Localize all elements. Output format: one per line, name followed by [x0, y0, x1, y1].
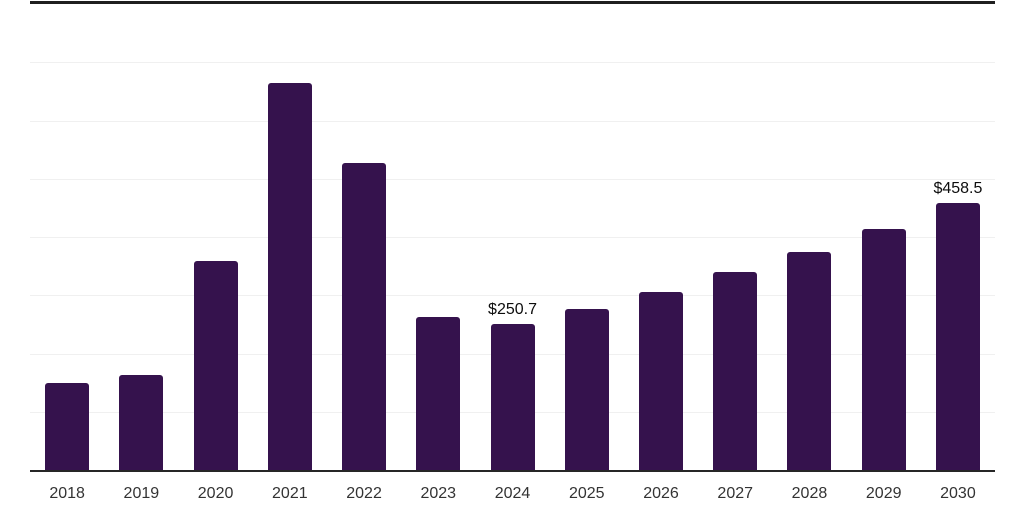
gridline-700: [30, 62, 995, 64]
bar-2021: [267, 82, 312, 470]
bar-2025: [564, 309, 609, 470]
x-tick-label-2029: 2029: [865, 485, 902, 502]
x-tick-label-2025: 2025: [568, 485, 605, 502]
x-tick-label-2020: 2020: [197, 485, 234, 502]
bar-2023: [416, 316, 461, 470]
bar-2030: [935, 202, 980, 470]
gridline-500: [30, 178, 995, 180]
bar-2026: [638, 291, 683, 470]
value-label-2024: $250.7: [488, 300, 537, 318]
gridline-600: [30, 120, 995, 122]
x-tick-label-2018: 2018: [49, 485, 85, 502]
plot-area: $250.7 $458.5: [30, 1, 995, 472]
bar-2019: [119, 375, 164, 470]
bar-slot-2020: [178, 4, 252, 470]
bar-2028: [787, 251, 832, 470]
x-tick-label-2022: 2022: [346, 485, 382, 502]
bar-2018: [45, 382, 90, 470]
bar-slot-2026: [624, 4, 698, 470]
x-tick-label-2028: 2028: [791, 485, 828, 502]
gridline-400: [30, 237, 995, 238]
bar-slot-2025: [550, 4, 624, 470]
x-tick-label-2027: 2027: [717, 485, 754, 502]
bars-layer: $250.7 $458.5: [30, 4, 995, 470]
gridline-300: [30, 295, 995, 297]
x-axis-labels: 2018 2019 2020 2021 2022 2023 2024 2025 2026 2027…: [30, 485, 995, 503]
bar-slot-2027: [698, 4, 772, 470]
bar-2029: [861, 229, 906, 470]
bar-slot-2024: $250.7: [475, 4, 549, 470]
x-tick-label-2019: 2019: [123, 485, 160, 502]
bar-slot-2028: [772, 4, 846, 470]
bar-2022: [342, 162, 387, 470]
bar-slot-2019: [104, 4, 178, 470]
x-tick-label-2024: 2024: [494, 485, 531, 502]
plot-inner: $250.7 $458.5: [30, 4, 995, 470]
x-tick-label-2023: 2023: [420, 485, 457, 502]
bar-2020: [193, 260, 238, 470]
bar-slot-2029: [847, 4, 921, 470]
bar-slot-2022: [327, 4, 401, 470]
bar-slot-2030: $458.5: [921, 4, 995, 470]
x-tick-label-2026: 2026: [643, 485, 679, 502]
value-label-2030: $458.5: [933, 179, 983, 197]
x-tick-label-2021: 2021: [272, 485, 308, 502]
bar-slot-2018: [30, 4, 104, 470]
bar-2024: [490, 323, 535, 470]
x-tick-label-2030: 2030: [940, 485, 976, 502]
bar-2027: [713, 272, 758, 470]
bar-slot-2021: [253, 4, 327, 470]
bar-slot-2023: [401, 4, 475, 470]
